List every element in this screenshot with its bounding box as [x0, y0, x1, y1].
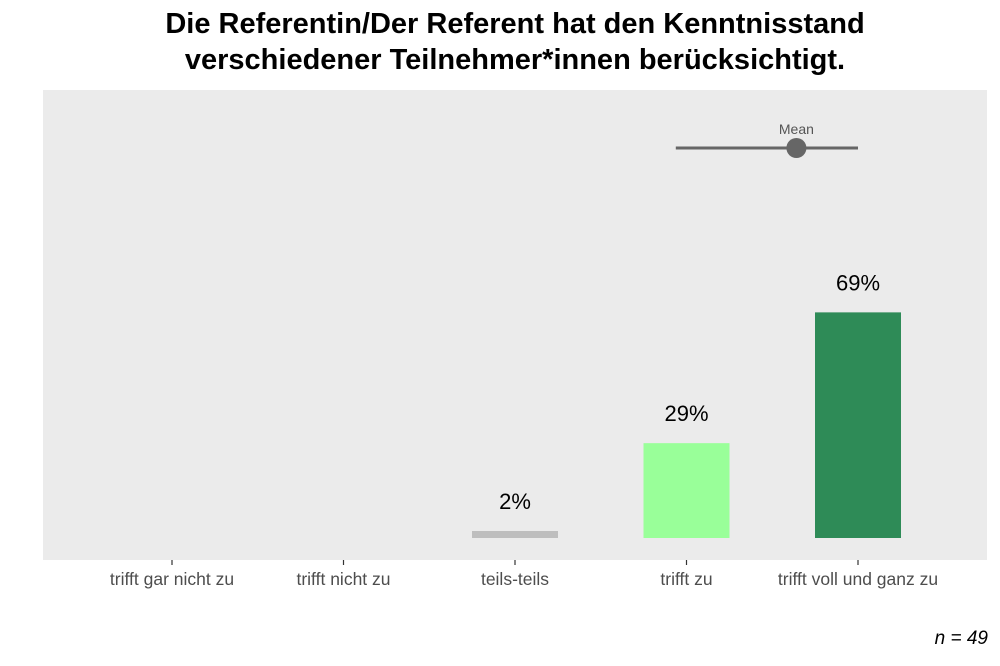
x-tick-label-1: trifft gar nicht zu: [110, 569, 234, 589]
x-tick-label-3: teils-teils: [481, 569, 549, 589]
x-tick-label-4: trifft zu: [660, 569, 712, 589]
x-axis: trifft gar nicht zu trifft nicht zu teils-…: [110, 560, 938, 589]
chart-title-line-2: verschiedener Teilnehmer*innen berücksic…: [184, 44, 846, 76]
x-tick-label-5: trifft voll und ganz zu: [778, 569, 938, 589]
bar-value-label-4: 29%: [664, 401, 708, 426]
mean-point: [786, 138, 807, 158]
bar-5: [815, 312, 901, 538]
x-tick-label-2: trifft nicht zu: [296, 569, 390, 589]
bar-3: [472, 531, 558, 538]
bar-4: [643, 443, 730, 538]
chart-title-line-1: Die Referentin/Der Referent hat den Kenn…: [165, 8, 865, 40]
bars-layer: 2% 29% 69%: [472, 270, 901, 538]
chart-title: Die Referentin/Der Referent hat den Kenn…: [0, 6, 1000, 78]
mean-label: Mean: [779, 121, 814, 137]
mean-indicator: Mean: [675, 121, 858, 158]
bar-value-label-3: 2%: [499, 489, 531, 514]
bar-value-label-5: 69%: [836, 270, 880, 295]
sample-size-note: n = 49: [934, 628, 988, 649]
